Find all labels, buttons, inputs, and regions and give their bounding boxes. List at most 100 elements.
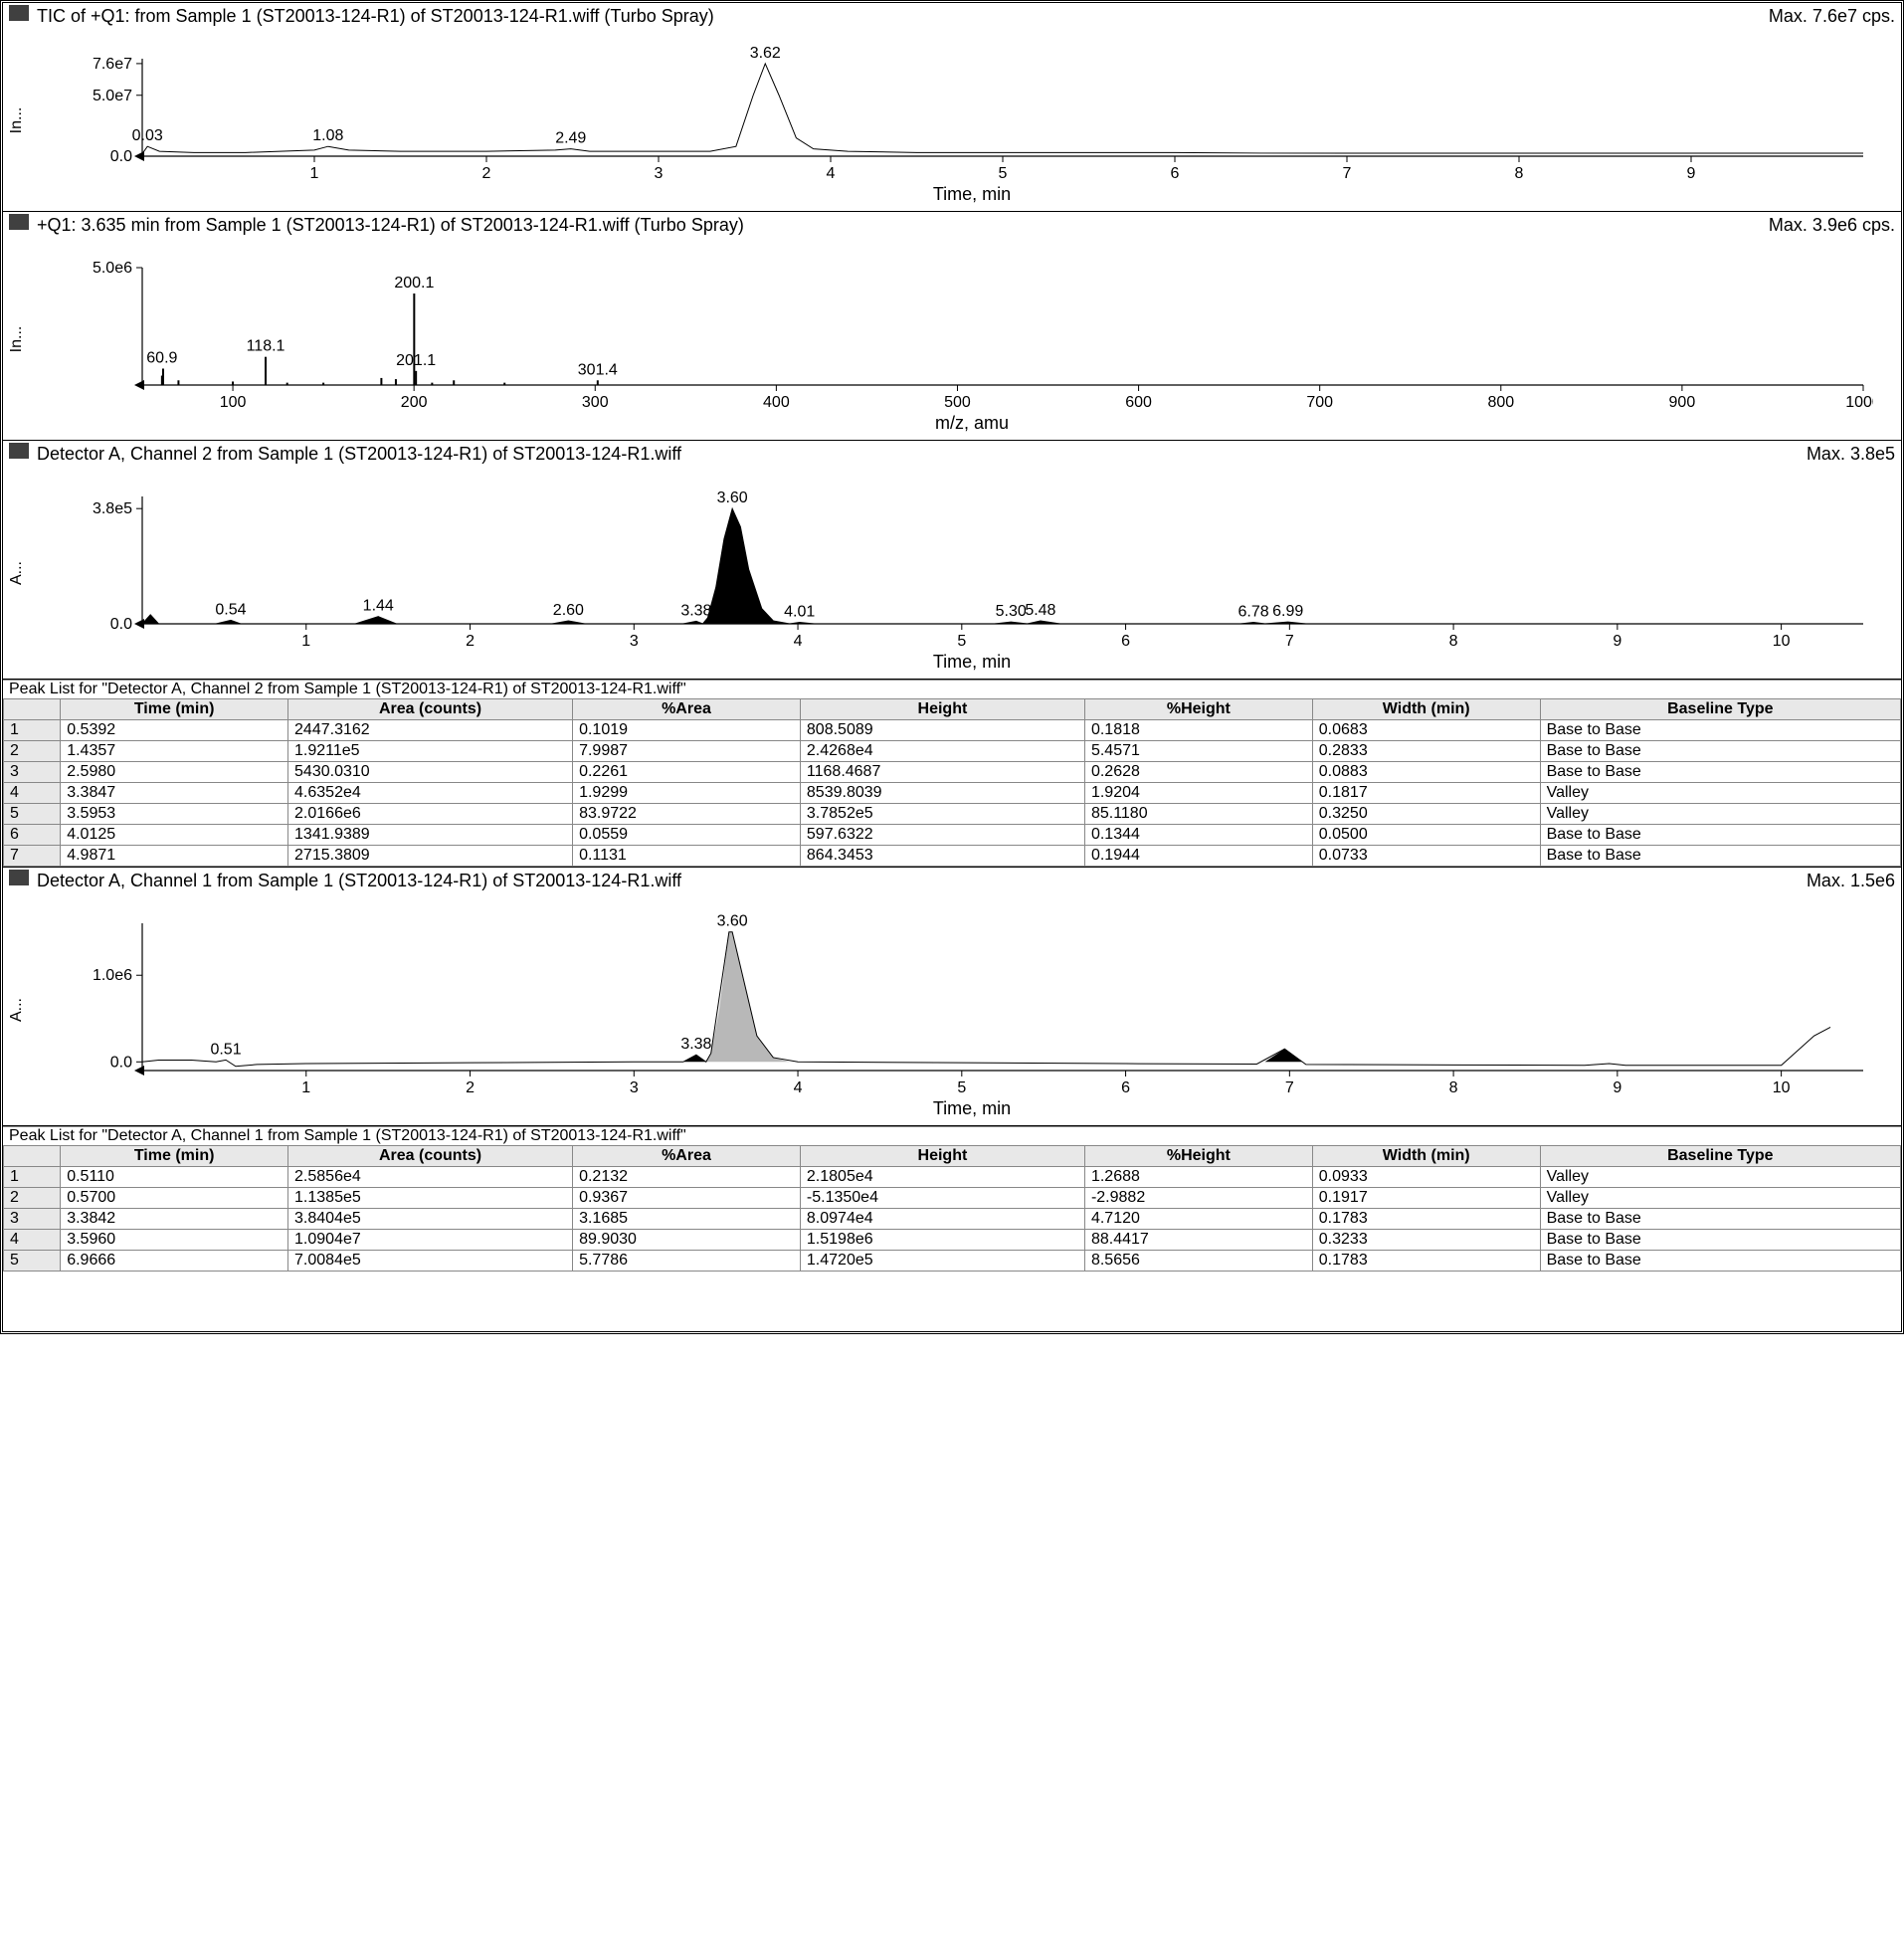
data-cell: 4.0125 <box>61 825 288 846</box>
svg-text:9: 9 <box>1613 1079 1621 1096</box>
data-cell: 8.0974e4 <box>800 1209 1084 1230</box>
data-cell: 1.1385e5 <box>288 1188 573 1209</box>
svg-text:3.38: 3.38 <box>680 1036 711 1053</box>
svg-text:4: 4 <box>794 633 803 650</box>
table-row: 10.53922447.31620.1019808.50890.18180.06… <box>4 720 1901 741</box>
data-cell: Valley <box>1540 804 1900 825</box>
panel-indicator-icon <box>9 870 29 885</box>
row-number-cell: 3 <box>4 762 61 783</box>
svg-text:2.49: 2.49 <box>555 130 586 147</box>
svg-text:3.8e5: 3.8e5 <box>93 500 132 517</box>
panel-spectrum: +Q1: 3.635 min from Sample 1 (ST20013-12… <box>3 212 1901 441</box>
x-axis-label: Time, min <box>63 184 1881 209</box>
svg-text:10: 10 <box>1773 633 1791 650</box>
svg-text:301.4: 301.4 <box>578 361 618 378</box>
svg-text:700: 700 <box>1306 394 1333 411</box>
svg-text:5.0e6: 5.0e6 <box>93 260 132 277</box>
data-cell: 3.8404e5 <box>288 1209 573 1230</box>
data-cell: 1341.9389 <box>288 825 573 846</box>
data-cell: 1.4720e5 <box>800 1251 1084 1272</box>
data-cell: Base to Base <box>1540 1230 1900 1251</box>
column-header: Height <box>800 699 1084 720</box>
data-cell: 0.1344 <box>1084 825 1312 846</box>
chart-wrap: In... 1234567890.05.0e77.6e70.031.082.49… <box>3 29 1901 211</box>
row-number-cell: 7 <box>4 846 61 867</box>
row-number-header <box>4 699 61 720</box>
svg-text:4: 4 <box>794 1079 803 1096</box>
data-cell: 597.6322 <box>800 825 1084 846</box>
svg-text:5.48: 5.48 <box>1025 602 1055 619</box>
mass-spectrum-chart: 10020030040050060070080090010005.0e660.9… <box>63 244 1873 413</box>
svg-text:1.44: 1.44 <box>363 598 394 615</box>
data-cell: 0.5392 <box>61 720 288 741</box>
data-cell: 0.0500 <box>1312 825 1540 846</box>
panel-header: Detector A, Channel 2 from Sample 1 (ST2… <box>3 441 1901 467</box>
column-header: Time (min) <box>61 699 288 720</box>
data-cell: Base to Base <box>1540 741 1900 762</box>
svg-text:8: 8 <box>1449 633 1458 650</box>
chart-wrap: In... 10020030040050060070080090010005.0… <box>3 238 1901 440</box>
table-row: 20.57001.1385e50.9367-5.1350e4-2.98820.1… <box>4 1188 1901 1209</box>
data-cell: Base to Base <box>1540 720 1900 741</box>
svg-text:1000: 1000 <box>1845 394 1873 411</box>
data-cell: 0.0883 <box>1312 762 1540 783</box>
table-row: 10.51102.5856e40.21322.1805e41.26880.093… <box>4 1167 1901 1188</box>
svg-text:3: 3 <box>630 633 639 650</box>
svg-text:8: 8 <box>1449 1079 1458 1096</box>
data-cell: 5.7786 <box>573 1251 801 1272</box>
svg-text:600: 600 <box>1125 394 1152 411</box>
panel-indicator-icon <box>9 214 29 230</box>
table-caption: Peak List for "Detector A, Channel 1 fro… <box>3 1126 1901 1145</box>
svg-text:8: 8 <box>1515 165 1524 182</box>
y-axis-label: In... <box>8 106 26 133</box>
column-header: %Height <box>1084 1146 1312 1167</box>
svg-text:2.60: 2.60 <box>553 602 584 619</box>
chart-wrap: A... 123456789100.03.8e50.541.442.603.38… <box>3 467 1901 679</box>
panel-detector-a-ch2: Detector A, Channel 2 from Sample 1 (ST2… <box>3 441 1901 680</box>
svg-text:0.0: 0.0 <box>110 148 132 165</box>
data-cell: 1.9204 <box>1084 783 1312 804</box>
data-cell: -5.1350e4 <box>800 1188 1084 1209</box>
panel-title: TIC of +Q1: from Sample 1 (ST20013-124-R… <box>37 5 714 27</box>
svg-text:6: 6 <box>1121 1079 1130 1096</box>
data-cell: Base to Base <box>1540 846 1900 867</box>
panel-max-label: Max. 3.8e5 <box>1807 443 1895 465</box>
data-cell: 7.9987 <box>573 741 801 762</box>
svg-text:1.0e6: 1.0e6 <box>93 967 132 984</box>
data-cell: 5.4571 <box>1084 741 1312 762</box>
panel-detector-a-ch1: Detector A, Channel 1 from Sample 1 (ST2… <box>3 868 1901 1126</box>
column-header: %Area <box>573 1146 801 1167</box>
row-number-cell: 1 <box>4 1167 61 1188</box>
data-cell: 0.3250 <box>1312 804 1540 825</box>
svg-text:6: 6 <box>1171 165 1180 182</box>
data-cell: 8.5656 <box>1084 1251 1312 1272</box>
column-header: %Height <box>1084 699 1312 720</box>
panel-tic: TIC of +Q1: from Sample 1 (ST20013-124-R… <box>3 3 1901 212</box>
data-cell: 2.4268e4 <box>800 741 1084 762</box>
svg-text:300: 300 <box>582 394 609 411</box>
data-cell: 3.1685 <box>573 1209 801 1230</box>
data-cell: 8539.8039 <box>800 783 1084 804</box>
data-cell: 83.9722 <box>573 804 801 825</box>
data-cell: 3.3842 <box>61 1209 288 1230</box>
column-header: Baseline Type <box>1540 1146 1900 1167</box>
svg-text:0.51: 0.51 <box>210 1041 241 1058</box>
data-cell: 89.9030 <box>573 1230 801 1251</box>
table-caption: Peak List for "Detector A, Channel 2 fro… <box>3 680 1901 698</box>
data-cell: 1.0904e7 <box>288 1230 573 1251</box>
panel-indicator-icon <box>9 5 29 21</box>
data-cell: 0.0683 <box>1312 720 1540 741</box>
data-cell: 0.2132 <box>573 1167 801 1188</box>
column-header: Area (counts) <box>288 699 573 720</box>
panel-max-label: Max. 7.6e7 cps. <box>1769 5 1895 27</box>
peak-table-ch2: Time (min)Area (counts)%AreaHeight%Heigh… <box>3 698 1901 867</box>
svg-text:1.08: 1.08 <box>312 127 343 144</box>
data-cell: 3.3847 <box>61 783 288 804</box>
x-axis-label: Time, min <box>63 1098 1881 1123</box>
table-row: 53.59532.0166e683.97223.7852e585.11800.3… <box>4 804 1901 825</box>
data-cell: 3.5960 <box>61 1230 288 1251</box>
panel-indicator-icon <box>9 443 29 459</box>
y-axis-label: In... <box>8 325 26 352</box>
data-cell: 0.2833 <box>1312 741 1540 762</box>
data-cell: 88.4417 <box>1084 1230 1312 1251</box>
